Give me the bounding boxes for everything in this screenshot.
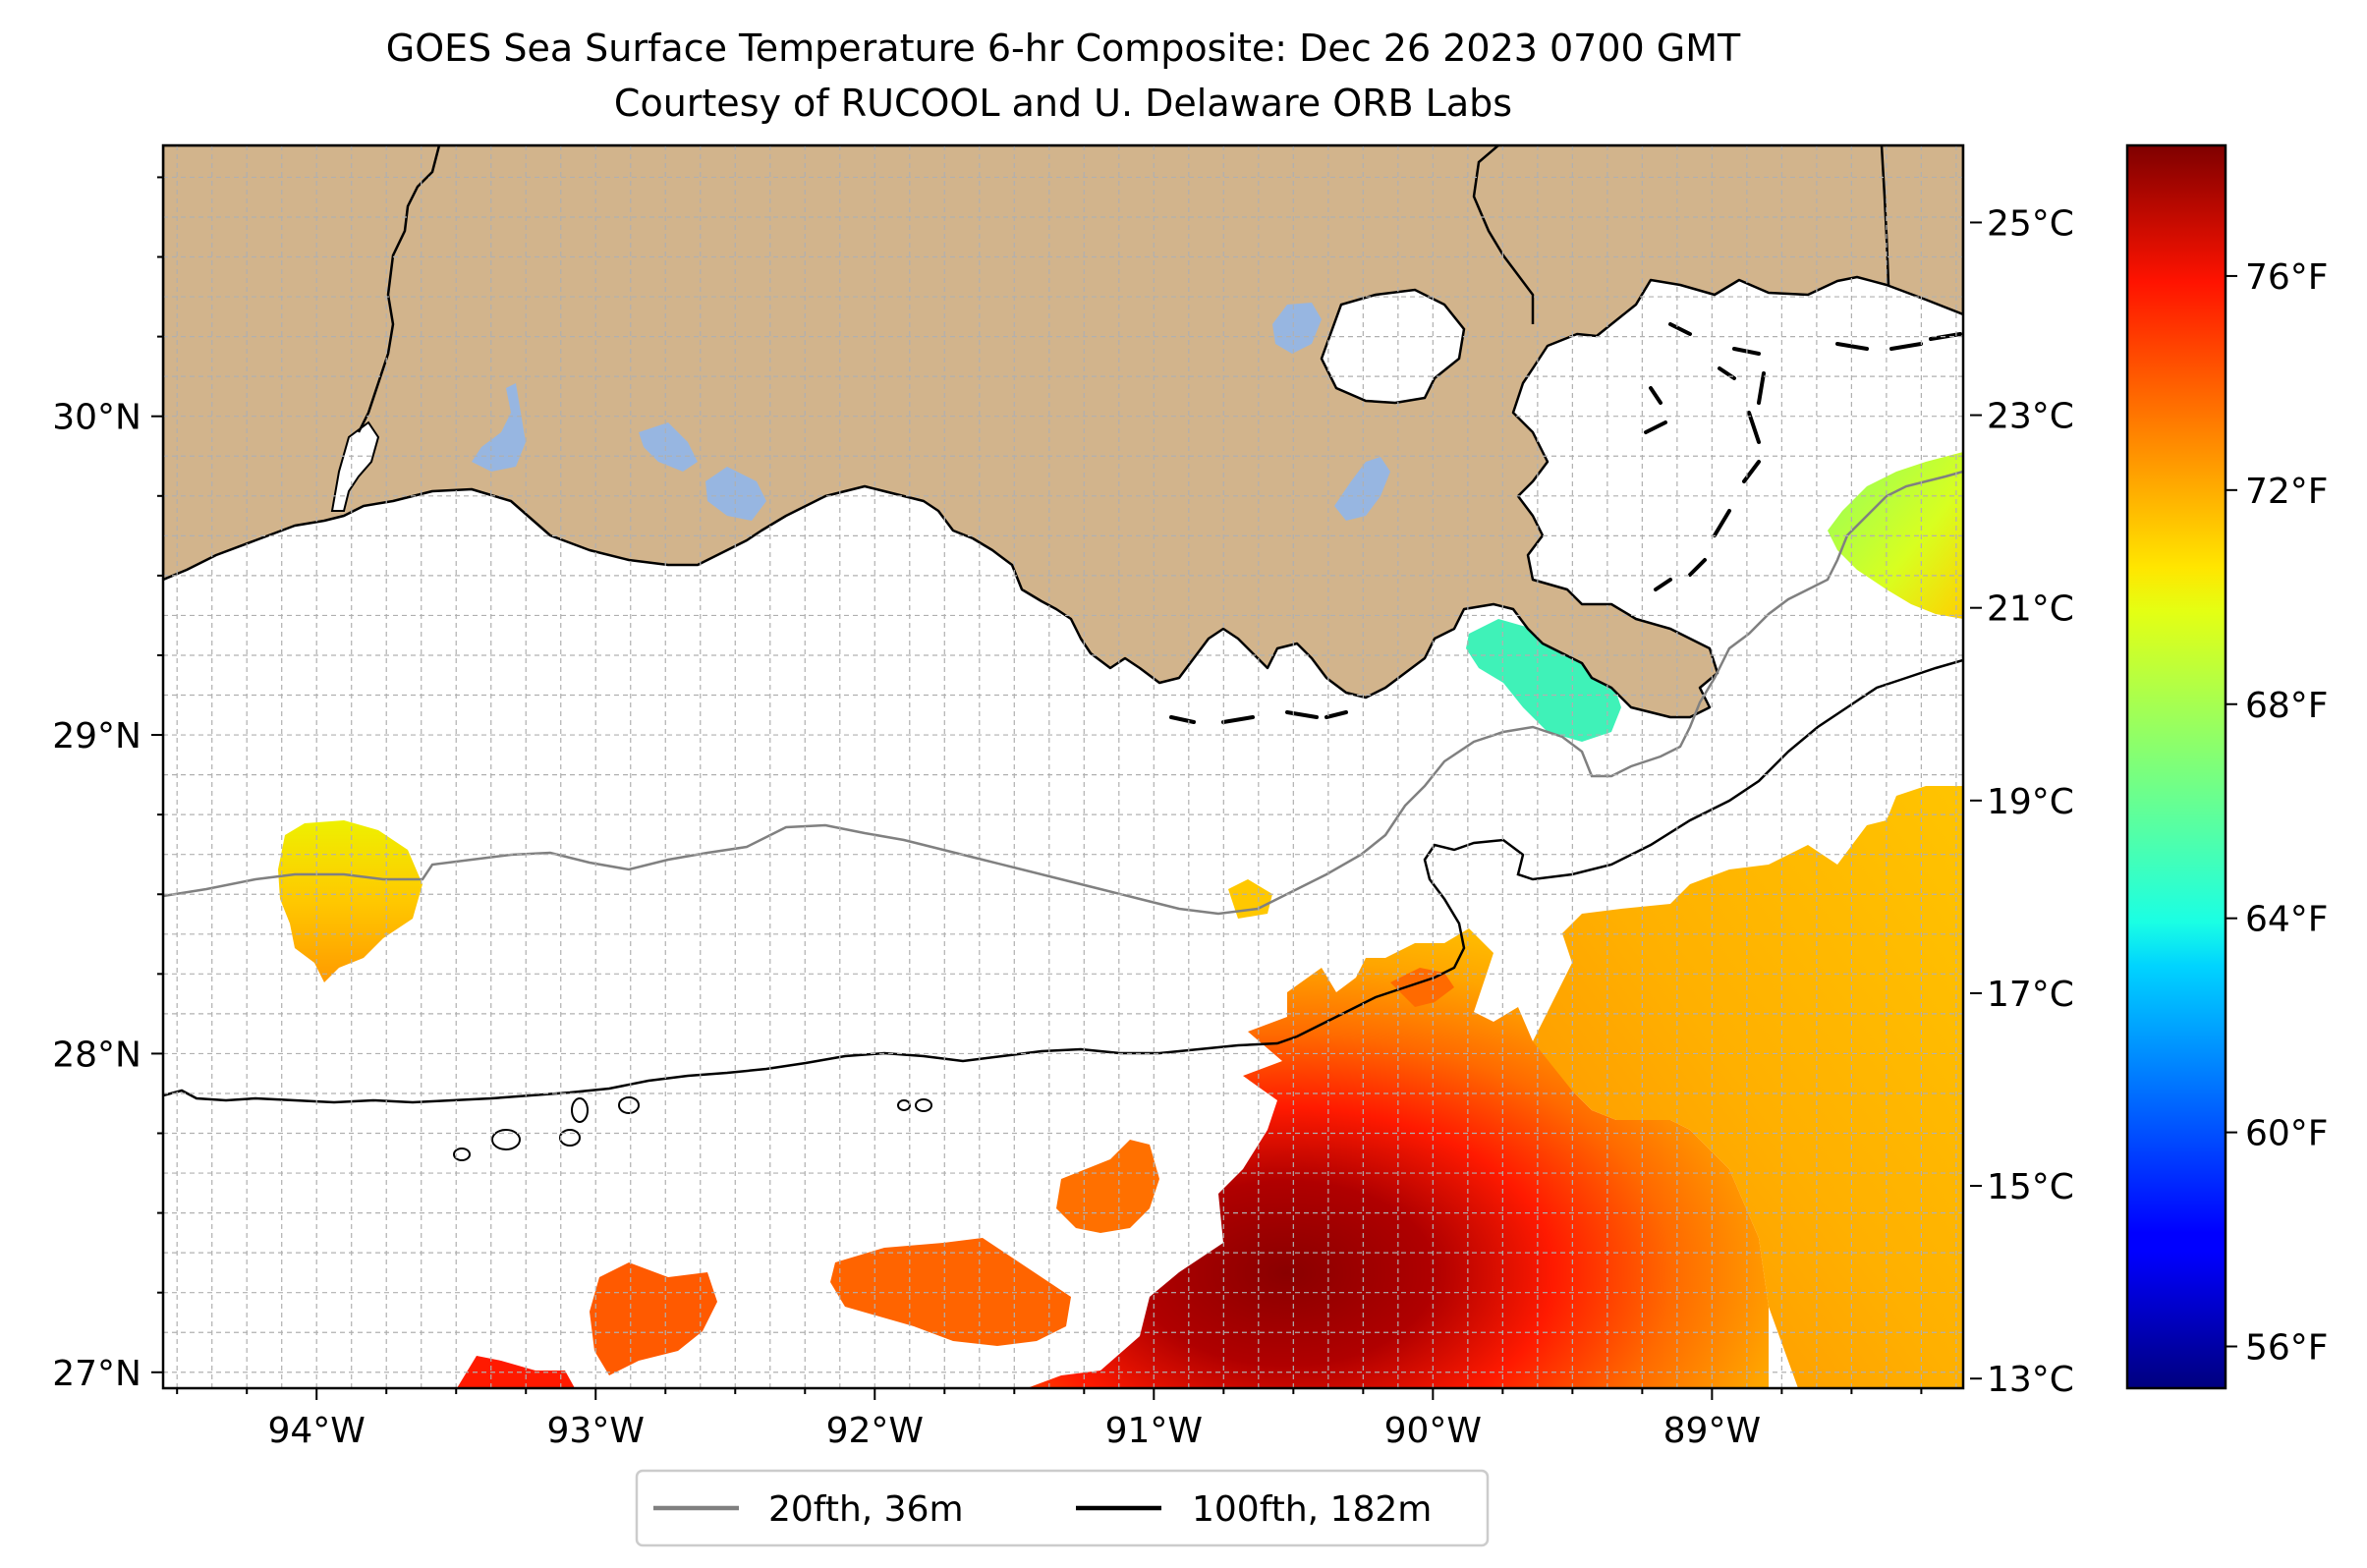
lake-white [705,467,766,521]
gridlines [163,145,1963,1388]
sabine-lake [330,420,380,512]
patch-south-1 [590,1262,717,1375]
fahrenheit-tick-label: 68°F [2245,686,2329,726]
fahrenheit-tick-label: 64°F [2245,900,2329,940]
lat-ticks: 30°N 29°N 28°N 27°N [52,176,163,1394]
map-panel [163,145,1963,1388]
east-warm-region [1533,786,1963,1388]
lat-tick-label: 30°N [52,398,141,438]
fahrenheit-tick-label: 60°F [2245,1114,2329,1154]
lon-tick-label: 91°W [1105,1411,1203,1451]
contour-features [453,1096,932,1161]
land-mass [163,145,1963,719]
contour-20fth [163,470,1963,916]
celsius-tick-label: 25°C [1987,203,2074,244]
nearshore-warm-patch [1228,879,1272,919]
map-frame [161,143,1965,1390]
river-pearl [1880,145,1890,286]
west-warm-blob [278,820,423,982]
celsius-tick-label: 21°C [1987,589,2074,630]
lakes [472,303,1390,521]
lon-tick-label: 90°W [1384,1411,1482,1451]
lake-maurepas-area [1272,303,1322,354]
lake-salvador [1334,457,1390,521]
patch-south-4 [457,1356,575,1388]
lon-tick-label: 94°W [268,1411,366,1451]
colorbar-fahrenheit-ticks: 76°F 72°F 68°F 64°F 60°F 56°F [2226,257,2329,1369]
lon-tick-label: 89°W [1663,1411,1761,1451]
legend-label-100fth: 100fth, 182m [1192,1489,1432,1530]
map-axes: 94°W 93°W 92°W 91°W 90°W 89°W 30°N 29°N 28°N 27°… [52,176,1923,1451]
lat-tick-label: 29°N [52,716,141,756]
fahrenheit-tick-label: 56°F [2245,1328,2329,1369]
legend: 20fth, 36m 100fth, 182m [635,1469,1490,1547]
fahrenheit-tick-label: 76°F [2245,257,2329,298]
lake-grand [639,422,698,472]
lon-ticks: 94°W 93°W 92°W 91°W 90°W 89°W [176,1388,1923,1451]
colorbar-gradient [2125,143,2227,1390]
lat-tick-label: 27°N [52,1354,141,1394]
patch-south-2 [830,1238,1071,1346]
ne-green-blob [1828,452,1963,619]
lon-tick-label: 93°W [547,1411,645,1451]
patch-south-3 [1056,1140,1159,1233]
colorbar-celsius-ticks: 25°C 23°C 21°C 19°C 17°C 15°C 13°C [1970,203,2074,1400]
celsius-tick-label: 19°C [1987,782,2074,822]
lake-calcasieu [472,383,526,472]
lon-tick-label: 92°W [826,1411,924,1451]
fahrenheit-tick-label: 72°F [2245,472,2329,512]
lat-tick-label: 28°N [52,1035,141,1075]
state-boundary-west [357,145,441,433]
colorbar: 25°C 23°C 21°C 19°C 17°C 15°C 13°C 76°F 72°F 68°… [1970,143,2329,1400]
legend-label-20fth: 20fth, 36m [768,1489,964,1530]
celsius-tick-label: 15°C [1987,1167,2074,1207]
celsius-tick-label: 13°C [1987,1360,2074,1400]
chart-subtitle: Courtesy of RUCOOL and U. Delaware ORB L… [614,82,1512,125]
lake-pontchartrain [1320,288,1466,405]
celsius-tick-label: 23°C [1987,397,2074,437]
chart-title: GOES Sea Surface Temperature 6-hr Compos… [386,27,1741,70]
offshore-warm-patch [1390,968,1454,1007]
celsius-tick-label: 17°C [1987,975,2074,1015]
state-boundary-east [1472,145,1535,324]
legend-box [635,1469,1490,1547]
